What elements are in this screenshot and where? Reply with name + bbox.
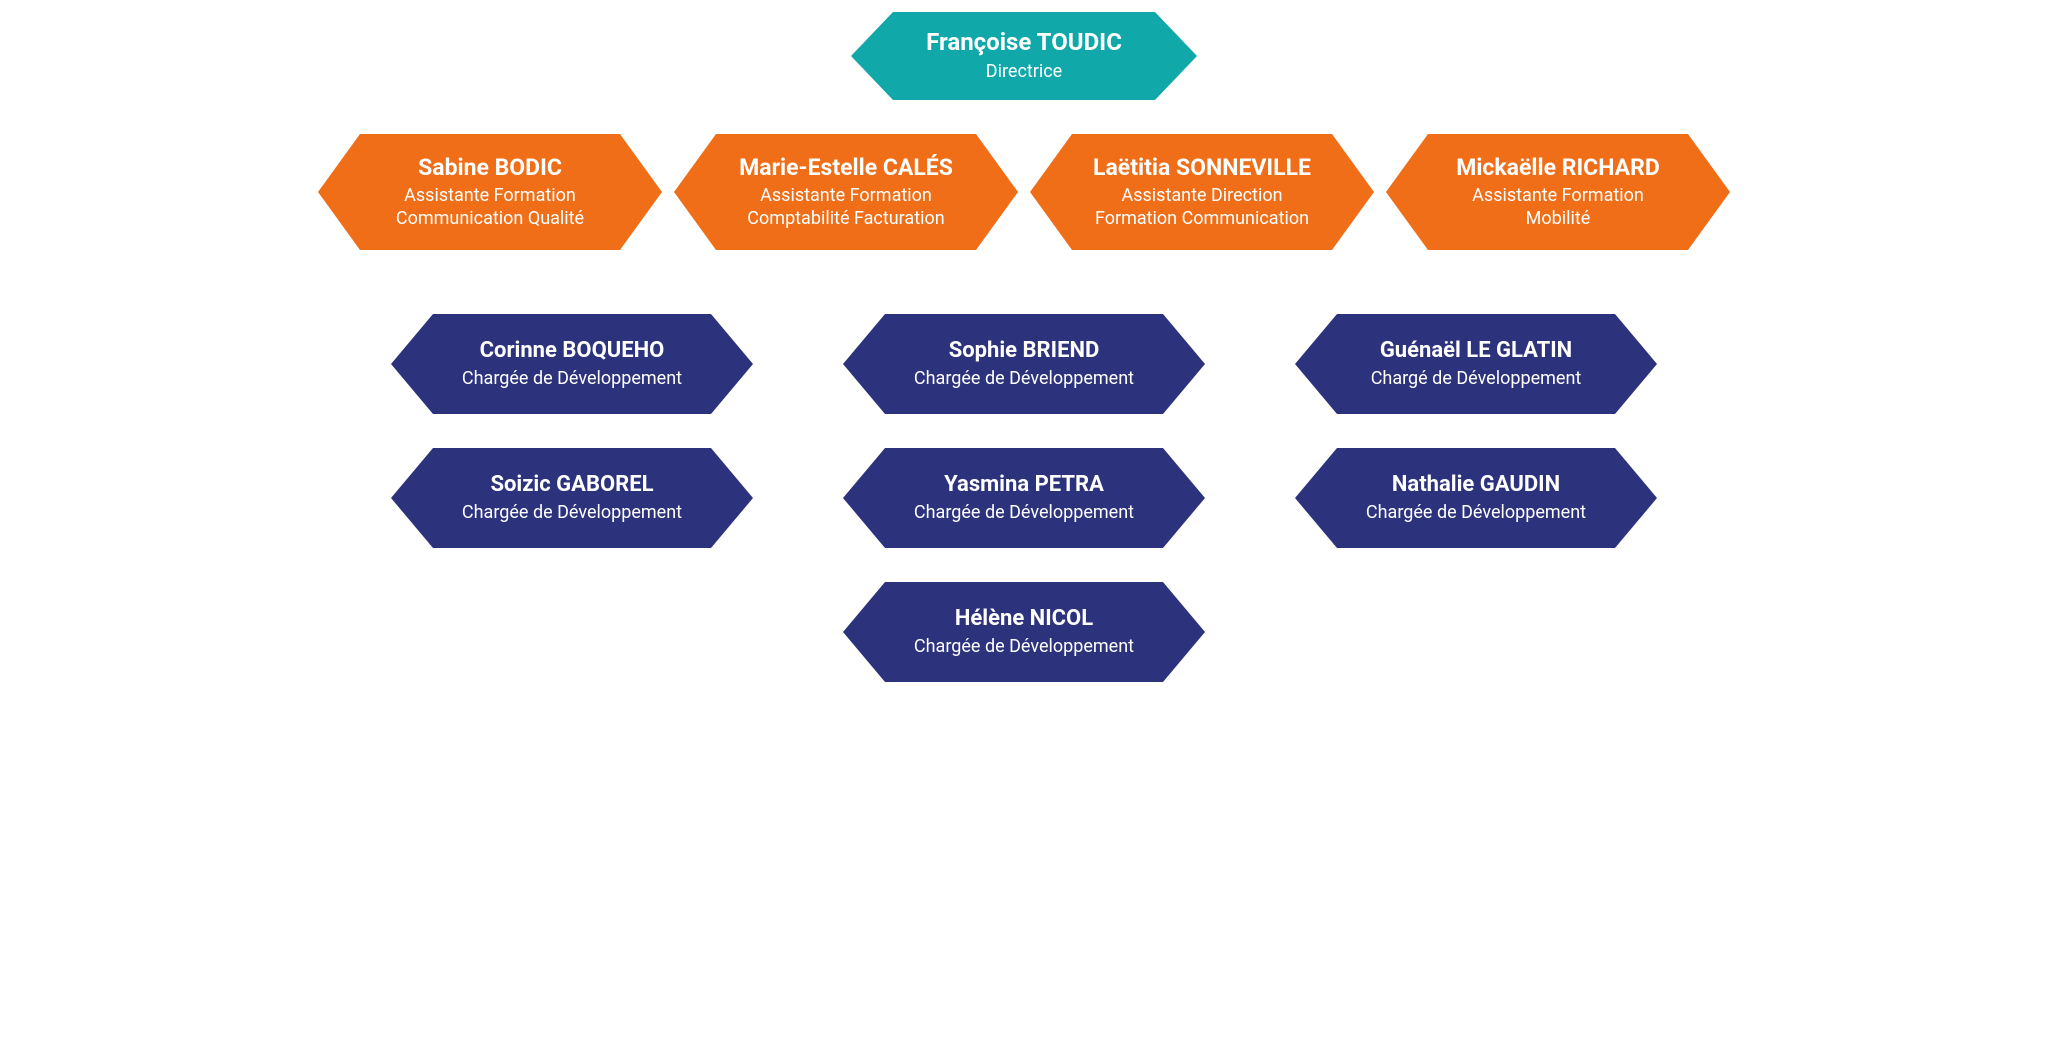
assistant-title: Assistante Direction Formation Communica… bbox=[1095, 185, 1309, 230]
dev-name: Hélène NICOL bbox=[955, 606, 1093, 632]
dev-name: Nathalie GAUDIN bbox=[1392, 472, 1560, 498]
dev-name: Yasmina PETRA bbox=[944, 472, 1104, 498]
node-assistant-1: Marie-Estelle CALÉS Assistante Formation… bbox=[674, 134, 1018, 250]
director-name: Françoise TOUDIC bbox=[926, 28, 1122, 57]
node-assistant-3: Mickaëlle RICHARD Assistante Formation M… bbox=[1386, 134, 1730, 250]
node-dev: Nathalie GAUDIN Chargée de Développement bbox=[1295, 448, 1657, 548]
director-title: Directrice bbox=[986, 61, 1062, 84]
dev-title: Chargée de Développement bbox=[914, 502, 1134, 525]
node-dev: Guénaël LE GLATIN Chargé de Développemen… bbox=[1295, 314, 1657, 414]
node-assistant-2: Laëtitia SONNEVILLE Assistante Direction… bbox=[1030, 134, 1374, 250]
dev-title: Chargée de Développement bbox=[462, 368, 682, 391]
dev-name: Corinne BOQUEHO bbox=[480, 338, 665, 364]
dev-title: Chargée de Développement bbox=[914, 636, 1134, 659]
node-dev: Yasmina PETRA Chargée de Développement bbox=[843, 448, 1205, 548]
assistant-title: Assistante Formation Mobilité bbox=[1472, 185, 1644, 230]
row-dev-2: Soizic GABOREL Chargée de Développement … bbox=[282, 448, 1766, 548]
dev-name: Guénaël LE GLATIN bbox=[1380, 338, 1572, 364]
node-director: Françoise TOUDIC Directrice bbox=[851, 12, 1197, 100]
node-dev: Hélène NICOL Chargée de Développement bbox=[843, 582, 1205, 682]
row-dev-3: Hélène NICOL Chargée de Développement bbox=[282, 582, 1766, 682]
org-chart: Françoise TOUDIC Directrice Sabine BODIC… bbox=[282, 12, 1766, 770]
dev-title: Chargée de Développement bbox=[914, 368, 1134, 391]
node-dev: Sophie BRIEND Chargée de Développement bbox=[843, 314, 1205, 414]
assistant-title: Assistante Formation Comptabilité Factur… bbox=[747, 185, 944, 230]
node-assistant-0: Sabine BODIC Assistante Formation Commun… bbox=[318, 134, 662, 250]
assistant-name: Mickaëlle RICHARD bbox=[1456, 154, 1660, 182]
dev-name: Soizic GABOREL bbox=[490, 472, 653, 498]
row-director: Françoise TOUDIC Directrice bbox=[282, 12, 1766, 100]
dev-title: Chargée de Développement bbox=[1366, 502, 1586, 525]
dev-name: Sophie BRIEND bbox=[949, 338, 1100, 364]
dev-title: Chargée de Développement bbox=[462, 502, 682, 525]
node-dev: Corinne BOQUEHO Chargée de Développement bbox=[391, 314, 753, 414]
node-dev: Soizic GABOREL Chargée de Développement bbox=[391, 448, 753, 548]
assistant-name: Marie-Estelle CALÉS bbox=[739, 154, 953, 182]
assistant-name: Laëtitia SONNEVILLE bbox=[1093, 154, 1311, 182]
dev-title: Chargé de Développement bbox=[1371, 368, 1582, 391]
assistant-title: Assistante Formation Communication Quali… bbox=[396, 185, 584, 230]
row-dev-1: Corinne BOQUEHO Chargée de Développement… bbox=[282, 314, 1766, 414]
assistant-name: Sabine BODIC bbox=[418, 154, 562, 182]
row-assistants: Sabine BODIC Assistante Formation Commun… bbox=[282, 134, 1766, 250]
